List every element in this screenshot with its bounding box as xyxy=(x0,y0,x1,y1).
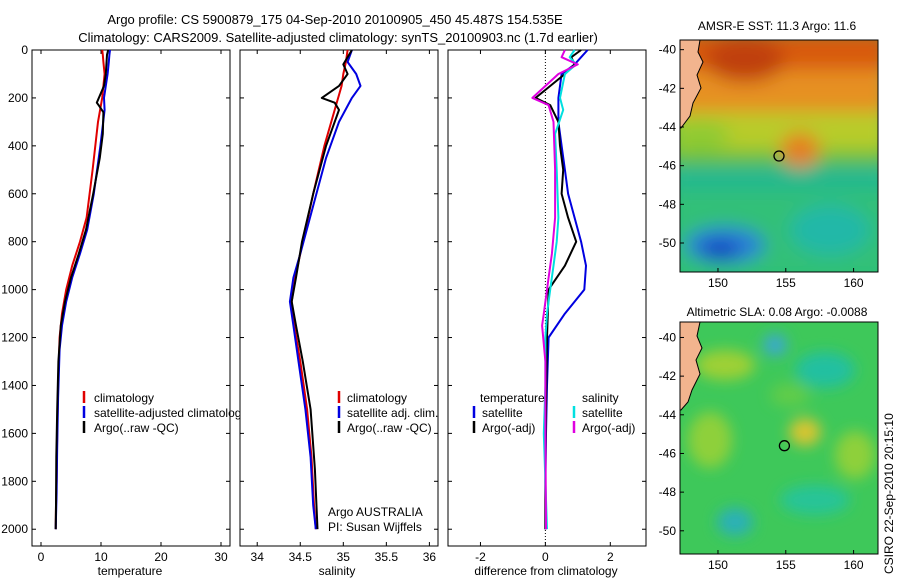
difference-panel: -2 0 2 difference from climatology tempera… xyxy=(447,49,647,578)
legend-label-sal-argo: Argo(-adj) xyxy=(582,421,635,435)
y-tick-label: 1800 xyxy=(1,474,28,488)
temperature-xlabel: temperature xyxy=(98,564,163,578)
legend-label-temp-argo: Argo(-adj) xyxy=(482,421,535,435)
legend-label-argo: Argo(..raw -QC) xyxy=(94,421,179,435)
y-tick-label: 200 xyxy=(8,91,28,105)
land-tasmania xyxy=(680,40,704,129)
sla-map-panel: Altimetric SLA: 0.08 Argo: -0.0088 150 15… xyxy=(659,305,879,572)
sst-field xyxy=(680,40,878,272)
map-y-tick-label: -50 xyxy=(659,524,677,538)
legend-label-climatology: climatology xyxy=(94,391,154,405)
map-y-tick-label: -50 xyxy=(659,236,677,250)
x-tick-label: 20 xyxy=(154,550,168,564)
y-tick-label: 1000 xyxy=(1,283,28,297)
map-y-tick-label: -46 xyxy=(659,446,677,460)
x-tick-label: 10 xyxy=(94,550,108,564)
map-y-tick-label: -48 xyxy=(659,485,677,499)
sla-map-frame xyxy=(679,321,879,555)
footer-credit: CSIRO 22-Sep-2010 20:15:10 xyxy=(882,413,896,574)
salinity-xlabel: salinity xyxy=(319,564,356,578)
difference-axes-box xyxy=(447,49,647,547)
sst-map-panel: AMSR-E SST: 11.3 Argo: 11.6 150 155 160 -40 xyxy=(659,19,879,290)
x-tick-label: 34 xyxy=(251,550,265,564)
map-x-tick-label: 160 xyxy=(844,276,864,290)
sst-map-frame xyxy=(679,39,879,273)
map-y-tick-label: -40 xyxy=(659,330,677,344)
legend-label-sal-satellite: satellite xyxy=(582,406,623,420)
y-tick-label: 1200 xyxy=(1,331,28,345)
map-y-tick-label: -44 xyxy=(659,120,677,134)
y-tick-label: 600 xyxy=(8,187,28,201)
legend-label-temp-satellite: satellite xyxy=(482,406,523,420)
float-info-line2: PI: Susan Wijffels xyxy=(328,520,422,534)
land-tasmania xyxy=(680,322,703,411)
map-y-tick-label: -44 xyxy=(659,408,677,422)
map-x-tick-label: 160 xyxy=(844,558,864,572)
x-tick-label: 0 xyxy=(38,550,45,564)
legend-label-satellite: satellite adj. clim. xyxy=(347,406,438,420)
sla-map-title: Altimetric SLA: 0.08 Argo: -0.0088 xyxy=(687,305,868,319)
map-y-tick-label: -42 xyxy=(659,81,677,95)
salinity-panel: 34 34.5 35 35.5 36 salinity climatology sate… xyxy=(239,49,439,578)
x-tick-label: 0 xyxy=(542,550,549,564)
y-tick-label: 1400 xyxy=(1,378,28,392)
x-tick-label: 34.5 xyxy=(289,550,313,564)
y-tick-label: 800 xyxy=(8,235,28,249)
argo-float-marker xyxy=(778,440,791,452)
legend-label-climatology: climatology xyxy=(347,391,407,405)
temperature-axes-box xyxy=(31,49,231,547)
map-y-tick-label: -46 xyxy=(659,159,677,173)
y-tick-label: 1600 xyxy=(1,426,28,440)
difference-legend: temperature salinity satellite Argo(-adj… xyxy=(472,391,635,435)
x-tick-label: 35.5 xyxy=(375,550,399,564)
float-info-line1: Argo AUSTRALIA xyxy=(328,505,423,519)
salinity-axes-box xyxy=(239,49,439,547)
sla-field xyxy=(680,322,878,554)
figure-title-line2: Climatology: CARS2009. Satellite-adjuste… xyxy=(78,30,598,45)
map-x-tick-label: 155 xyxy=(776,558,796,572)
temperature-legend: climatology satellite-adjusted climatolo… xyxy=(82,391,247,435)
y-tick-label: 400 xyxy=(8,139,28,153)
figure-title-line1: Argo profile: CS 5900879_175 04-Sep-2010… xyxy=(107,12,563,27)
y-tick-label: 0 xyxy=(21,43,28,57)
map-y-tick-label: -42 xyxy=(659,369,677,383)
legend-header-salinity: salinity xyxy=(582,391,619,405)
series-line-argo-raw-qc- xyxy=(290,49,353,530)
series-line-argo-raw-qc- xyxy=(54,49,110,530)
map-y-tick-label: -48 xyxy=(659,197,677,211)
x-tick-label: 35 xyxy=(337,550,351,564)
legend-header-temperature: temperature xyxy=(480,391,545,405)
y-tick-label: 2000 xyxy=(1,522,28,536)
temperature-panel: 0 10 20 30 0 200 400 600 800 1000 1200 1400 1600 1800… xyxy=(1,43,247,578)
map-y-tick-label: -40 xyxy=(659,43,677,57)
x-tick-label: 36 xyxy=(423,550,437,564)
map-x-tick-label: 155 xyxy=(776,276,796,290)
legend-label-satellite: satellite-adjusted climatology xyxy=(94,406,247,420)
argo-float-marker xyxy=(773,150,785,162)
difference-xlabel: difference from climatology xyxy=(474,564,617,578)
map-x-tick-label: 150 xyxy=(708,558,728,572)
x-tick-label: 30 xyxy=(214,550,228,564)
legend-label-argo: Argo(..raw -QC) xyxy=(347,421,432,435)
sst-map-title: AMSR-E SST: 11.3 Argo: 11.6 xyxy=(698,19,857,33)
x-tick-label: -2 xyxy=(475,550,486,564)
x-tick-label: 2 xyxy=(607,550,614,564)
series-line-salinity-argo-adj- xyxy=(531,49,579,530)
salinity-legend: climatology satellite adj. clim. Argo(..… xyxy=(337,391,438,435)
map-x-tick-label: 150 xyxy=(708,276,728,290)
